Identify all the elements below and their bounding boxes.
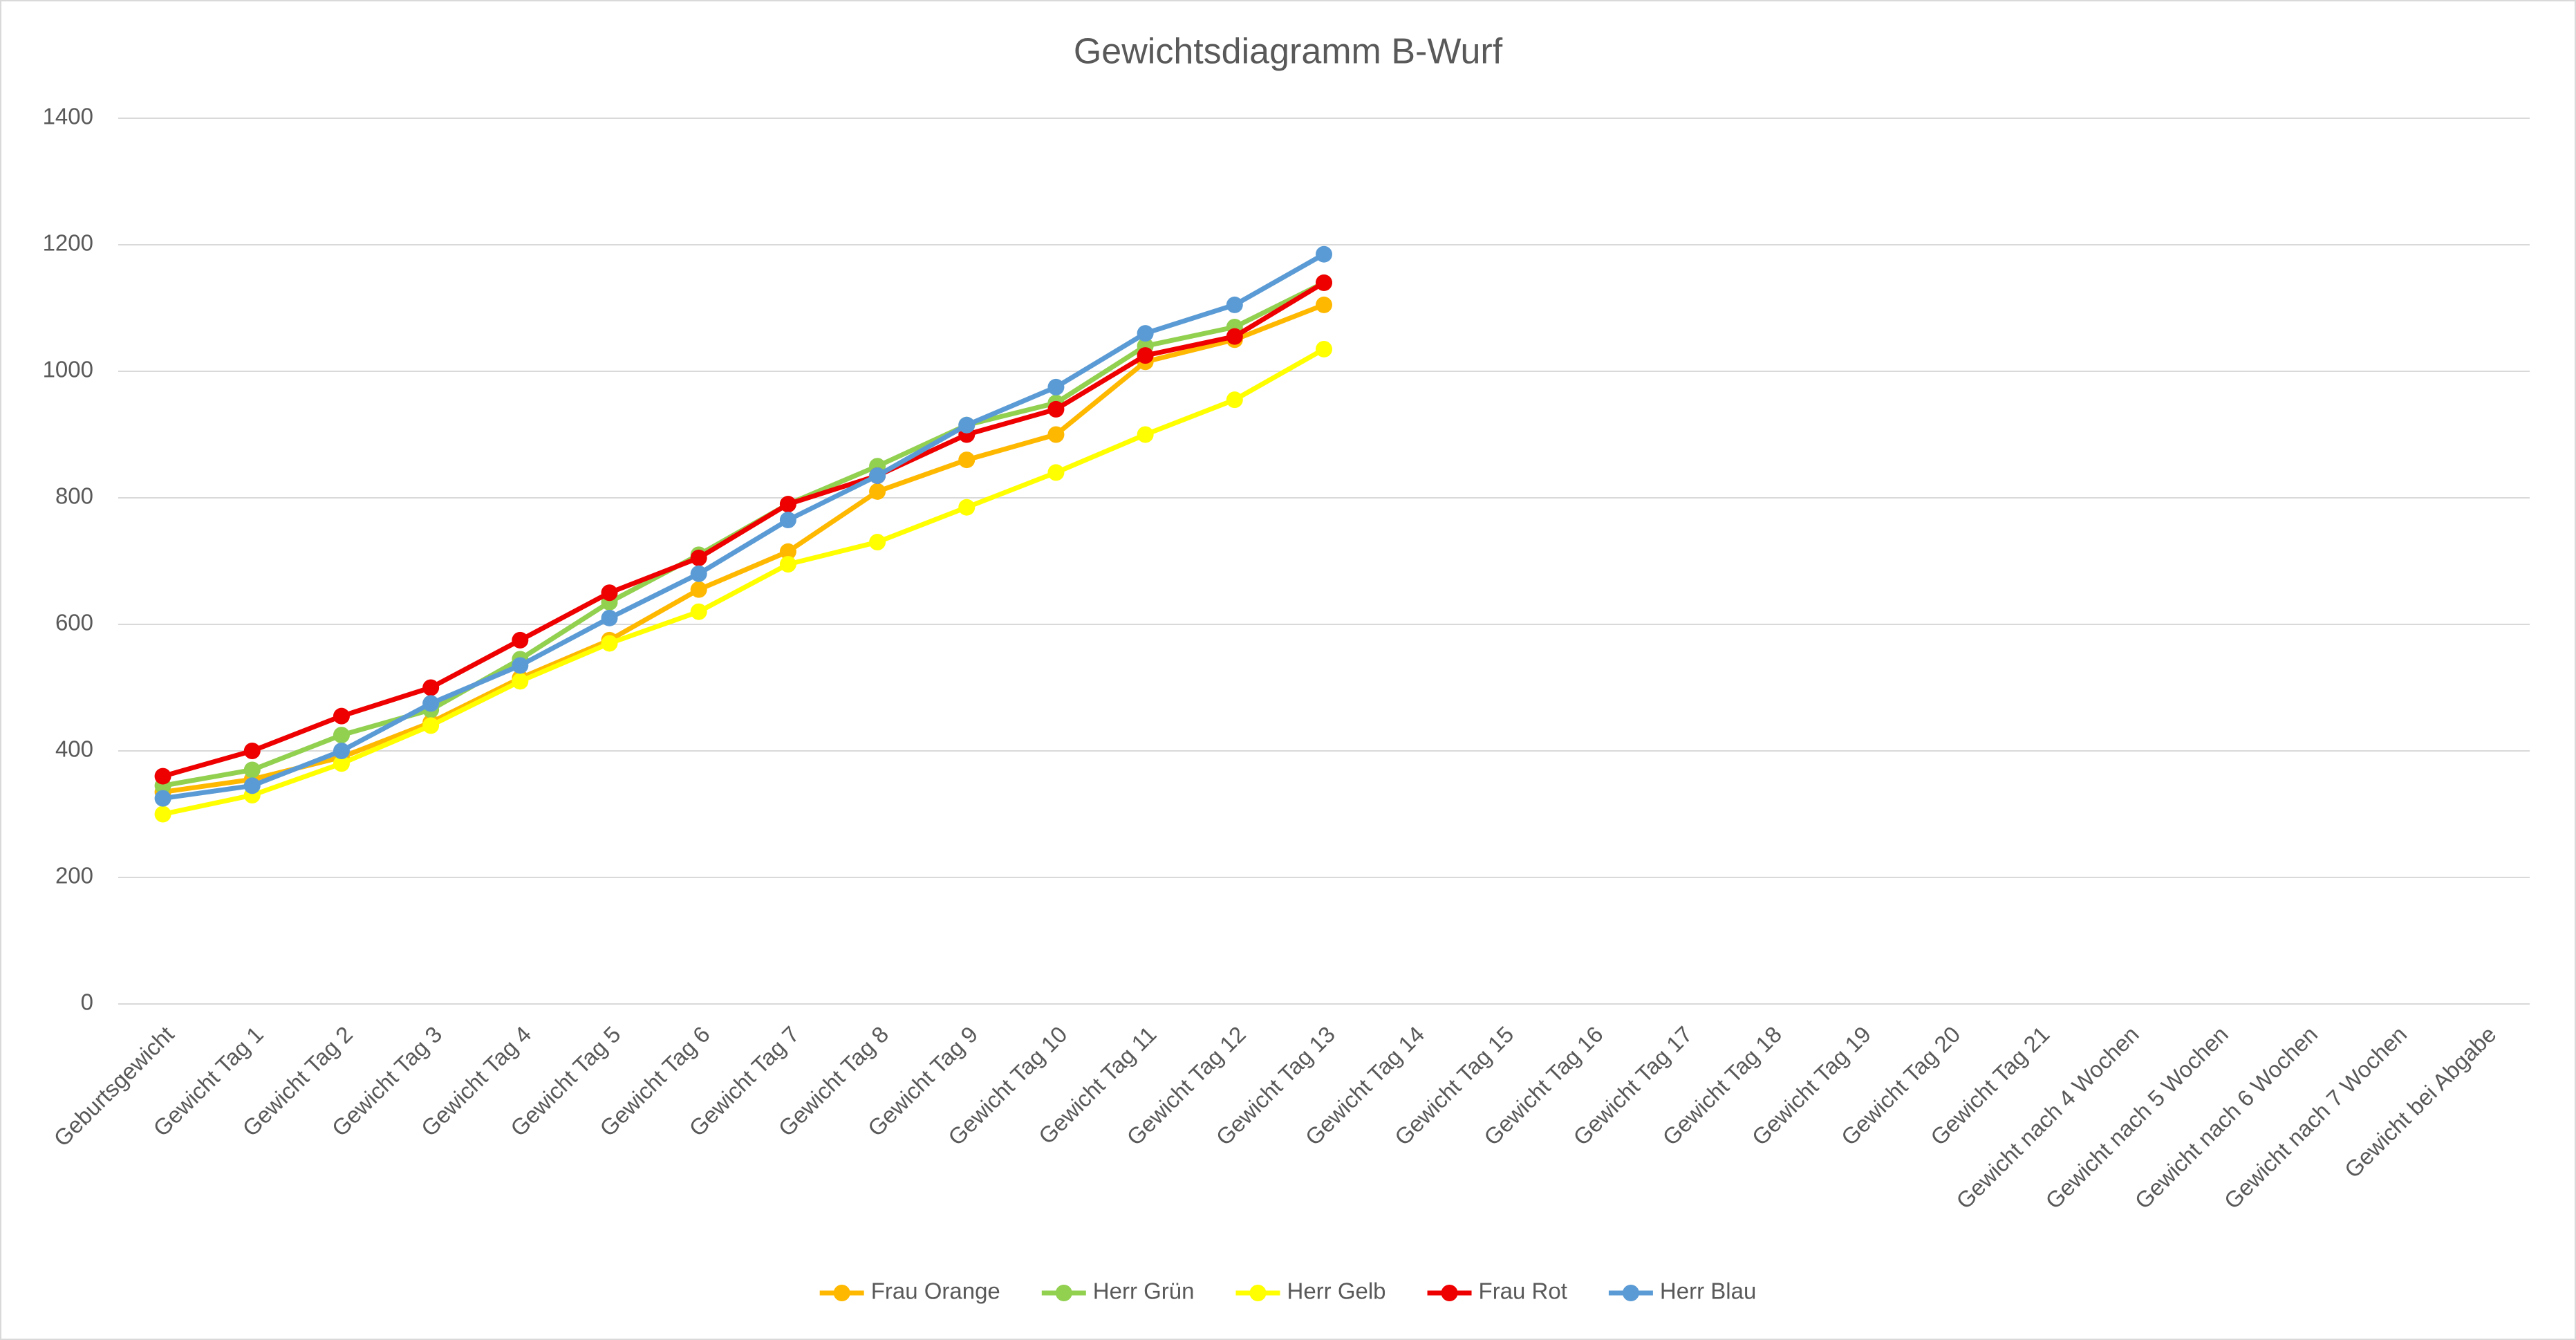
legend-label: Herr Blau xyxy=(1660,1278,1756,1304)
legend-item: Frau Rot xyxy=(1427,1278,1567,1304)
y-tick-label: 800 xyxy=(55,483,93,509)
y-tick-label: 200 xyxy=(55,863,93,888)
y-tick-label: 400 xyxy=(55,736,93,762)
data-point xyxy=(869,483,886,500)
data-point xyxy=(1047,464,1065,481)
legend: Frau Orange Herr Grün Herr Gelb Frau Rot Her… xyxy=(819,1278,1756,1304)
data-point xyxy=(333,707,350,725)
data-point xyxy=(512,657,529,674)
series-line xyxy=(162,280,1325,779)
data-point xyxy=(869,534,886,551)
y-tick-label: 1200 xyxy=(43,230,93,256)
legend-label: Herr Gelb xyxy=(1287,1278,1385,1304)
series-line xyxy=(162,252,1325,801)
data-point xyxy=(422,679,440,696)
legend-marker xyxy=(1055,1285,1072,1301)
data-point xyxy=(1226,391,1243,409)
y-tick-label: 600 xyxy=(55,610,93,635)
series-line xyxy=(162,346,1325,817)
data-point xyxy=(1137,325,1154,342)
legend-label: Herr Grün xyxy=(1093,1278,1195,1304)
data-point xyxy=(512,673,529,690)
data-point xyxy=(1316,340,1332,357)
data-point xyxy=(1047,426,1065,443)
data-point xyxy=(154,790,171,807)
data-point xyxy=(601,635,618,652)
data-point xyxy=(422,695,440,712)
data-point xyxy=(333,743,350,759)
data-point xyxy=(154,767,171,785)
data-point xyxy=(333,727,350,744)
legend-marker xyxy=(833,1285,850,1301)
data-point xyxy=(690,603,707,620)
y-tick-label: 1000 xyxy=(43,357,93,382)
data-point xyxy=(1137,347,1154,364)
data-point xyxy=(601,584,618,602)
data-point xyxy=(512,631,529,649)
legend-marker xyxy=(1622,1285,1639,1301)
data-point xyxy=(1137,426,1154,443)
data-point xyxy=(1316,274,1332,291)
data-point xyxy=(154,806,171,823)
data-point xyxy=(690,549,707,566)
data-point xyxy=(690,565,707,582)
data-point xyxy=(958,499,976,516)
legend-item: Herr Gelb xyxy=(1235,1278,1386,1304)
data-point xyxy=(690,581,707,598)
data-point xyxy=(333,755,350,772)
legend-marker xyxy=(1441,1285,1458,1301)
legend-marker xyxy=(1249,1285,1267,1301)
data-point xyxy=(601,609,618,626)
data-point xyxy=(1316,296,1332,313)
legend-item: Frau Orange xyxy=(819,1278,1000,1304)
series-line xyxy=(162,302,1325,794)
data-point xyxy=(779,512,796,529)
data-point xyxy=(958,452,976,469)
data-point xyxy=(1226,296,1243,313)
legend-item: Herr Grün xyxy=(1041,1278,1195,1304)
data-point xyxy=(243,743,261,759)
legend-label: Frau Orange xyxy=(871,1278,1000,1304)
data-point xyxy=(958,416,976,434)
data-point xyxy=(243,761,261,779)
data-point xyxy=(243,777,261,794)
data-point xyxy=(869,467,886,484)
data-point xyxy=(1226,328,1243,345)
data-point xyxy=(1047,378,1065,396)
chart-title: Gewichtsdiagramm B-Wurf xyxy=(1074,32,1503,72)
legend-item: Herr Blau xyxy=(1608,1278,1756,1304)
data-point xyxy=(779,496,796,513)
data-point xyxy=(422,717,440,734)
data-point xyxy=(1316,245,1332,263)
y-tick-label: 0 xyxy=(81,989,93,1015)
data-point xyxy=(1047,400,1065,418)
data-point xyxy=(779,556,796,573)
y-tick-label: 1400 xyxy=(43,104,93,129)
data-point xyxy=(779,543,796,560)
legend-label: Frau Rot xyxy=(1479,1278,1567,1304)
